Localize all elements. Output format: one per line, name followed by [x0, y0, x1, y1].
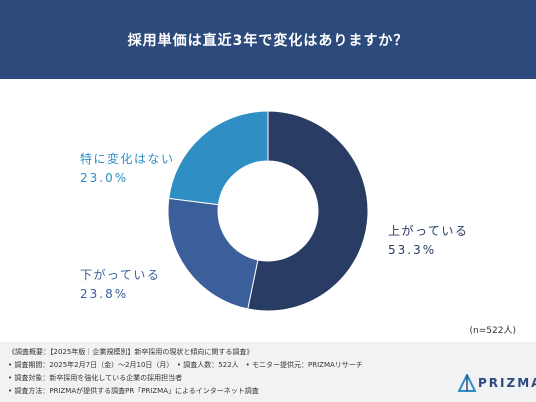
slice-down	[167, 197, 259, 310]
label-up-category: 上がっている	[388, 224, 469, 238]
logo-text: PRIZMA	[478, 376, 536, 390]
label-down: 下がっている 23.8%	[80, 266, 160, 301]
label-up-value: 53.3%	[388, 243, 437, 257]
footnote-period: • 調査期間：2025年2月7日（金）〜2月10日（月） • 調査人数：522人…	[8, 361, 363, 369]
label-nochange: 特に変化はない 23.0%	[80, 150, 175, 185]
slice-up	[247, 110, 369, 312]
header-banner	[0, 0, 536, 79]
sample-size: (n=522人)	[469, 326, 516, 336]
slice-nochange	[168, 110, 269, 206]
footnote-title: 《調査概要：【2025年版｜企業規模別】新卒採用の現状と傾向に関する調査》	[8, 348, 254, 356]
label-down-category: 下がっている	[80, 268, 161, 282]
label-down-value: 23.8%	[80, 287, 129, 301]
prizma-logo-icon	[458, 374, 476, 392]
footnote-method: • 調査方法：PRIZMAが提供する調査PR「PRIZMA」によるインターネット…	[8, 387, 259, 395]
footer-panel	[0, 342, 536, 402]
label-nochange-category: 特に変化はない	[80, 152, 175, 166]
label-up: 上がっている 53.3%	[388, 222, 468, 257]
chart-title: 採用単価は直近3年で変化はありますか？	[127, 33, 409, 49]
footnote-target: • 調査対象：新卒採用を強化している企業の採用担当者	[8, 374, 183, 382]
label-nochange-value: 23.0%	[80, 171, 129, 185]
